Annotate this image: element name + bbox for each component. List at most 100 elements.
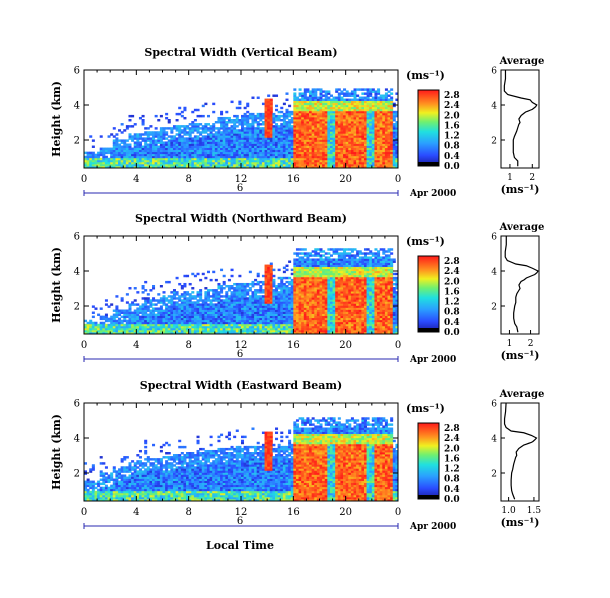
heatmap-cell xyxy=(293,309,297,312)
heatmap-cell xyxy=(275,141,279,144)
heatmap-cell xyxy=(170,299,174,302)
heatmap-cell xyxy=(256,305,260,308)
heatmap-cell xyxy=(369,153,373,157)
heatmap-cell xyxy=(277,268,281,272)
heatmap-cell xyxy=(264,315,268,319)
heatmap-cell xyxy=(110,149,114,153)
heatmap-cell xyxy=(196,315,200,319)
heatmap-cell xyxy=(146,161,150,165)
heatmap-cell xyxy=(128,305,132,308)
heatmap-cell xyxy=(144,313,148,317)
heatmap-cell xyxy=(366,90,370,93)
heatmap-cell xyxy=(186,299,190,302)
heatmap-cell xyxy=(183,295,187,298)
heatmap-cell xyxy=(217,285,221,288)
heatmap-cell xyxy=(298,92,302,95)
heatmap-cell xyxy=(293,88,297,91)
heatmap-cell xyxy=(298,274,302,278)
heatmap-cell xyxy=(371,100,375,104)
heatmap-cell xyxy=(230,139,234,142)
heatmap-cell xyxy=(186,315,190,319)
heatmap-cell xyxy=(295,133,299,136)
heatmap-cell xyxy=(259,303,263,306)
heatmap-cell xyxy=(144,157,148,161)
heatmap-cell xyxy=(154,135,158,138)
heatmap-cell xyxy=(332,102,336,106)
heatmap-cell xyxy=(387,151,391,155)
heatmap-cell xyxy=(269,262,273,265)
heatmap-cell xyxy=(201,163,205,167)
heatmap-cell xyxy=(285,285,289,288)
heatmap-cell xyxy=(120,163,124,167)
heatmap-cell xyxy=(356,125,360,128)
heatmap-cell xyxy=(272,155,276,159)
heatmap-cell xyxy=(220,289,224,292)
heatmap-cell xyxy=(175,151,179,155)
heatmap-cell xyxy=(186,149,190,153)
heatmap-cell xyxy=(178,106,182,110)
heatmap-cell xyxy=(243,311,247,314)
heatmap-cell xyxy=(343,163,347,167)
heatmap-cell xyxy=(295,319,299,323)
heatmap-cell xyxy=(175,157,179,161)
heatmap-cell xyxy=(230,163,234,167)
heatmap-cell xyxy=(183,116,187,120)
heatmap-cell xyxy=(133,165,137,168)
heatmap-cell xyxy=(282,291,286,294)
heatmap-cell xyxy=(348,116,352,120)
heatmap-cell xyxy=(238,135,242,138)
heatmap-cell xyxy=(322,133,326,136)
heatmap-cell xyxy=(118,317,122,321)
heatmap-cell xyxy=(248,297,252,300)
heatmap-cell xyxy=(322,100,326,104)
heatmap-cell xyxy=(301,98,305,102)
heatmap-cell xyxy=(141,329,145,333)
heatmap-cell xyxy=(227,305,231,308)
heatmap-cell xyxy=(180,149,184,153)
heatmap-cell xyxy=(363,161,367,165)
heatmap-cell xyxy=(159,323,163,327)
heatmap-cell xyxy=(246,293,250,296)
heatmap-cell xyxy=(261,112,265,116)
heatmap-cell xyxy=(264,114,268,118)
heatmap-cell xyxy=(133,147,137,151)
heatmap-cell xyxy=(146,155,150,159)
heatmap-cell xyxy=(322,137,326,140)
heatmap-cell xyxy=(277,159,281,163)
colorbar-tick-label: 2.0 xyxy=(444,111,460,121)
heatmap-cell xyxy=(157,307,161,310)
heatmap-cell xyxy=(141,315,145,319)
heatmap-cell xyxy=(133,155,137,159)
heatmap-cell xyxy=(230,293,234,296)
heatmap-cell xyxy=(146,139,150,142)
heatmap-cell xyxy=(136,311,140,314)
heatmap-cell xyxy=(285,135,289,138)
heatmap-cell xyxy=(118,157,122,161)
heatmap-cell xyxy=(327,121,331,124)
heatmap-cell xyxy=(353,96,357,99)
heatmap-cell xyxy=(254,307,258,310)
heatmap-cell xyxy=(303,133,307,136)
heatmap-cell xyxy=(261,159,265,163)
heatmap-cell xyxy=(267,309,271,312)
heatmap-cell xyxy=(363,159,367,163)
heatmap-cell xyxy=(261,114,265,118)
heatmap-cell xyxy=(225,327,229,331)
heatmap-cell xyxy=(288,287,292,290)
heatmap-cell xyxy=(133,331,137,334)
heatmap-cell xyxy=(314,96,318,99)
heatmap-cell xyxy=(230,319,234,323)
heatmap-cell xyxy=(227,325,231,329)
heatmap-cell xyxy=(133,287,137,290)
heatmap-cell xyxy=(91,151,95,155)
heatmap-cell xyxy=(311,90,315,93)
heatmap-cell xyxy=(277,151,281,155)
heatmap-cell xyxy=(311,133,315,136)
heatmap-cell xyxy=(379,98,383,102)
heatmap-cell xyxy=(340,139,344,142)
heatmap-cell xyxy=(269,327,273,331)
heatmap-cell xyxy=(285,295,289,298)
heatmap-cell xyxy=(246,317,250,321)
heatmap-cell xyxy=(243,289,247,292)
heatmap-cell xyxy=(264,287,268,290)
